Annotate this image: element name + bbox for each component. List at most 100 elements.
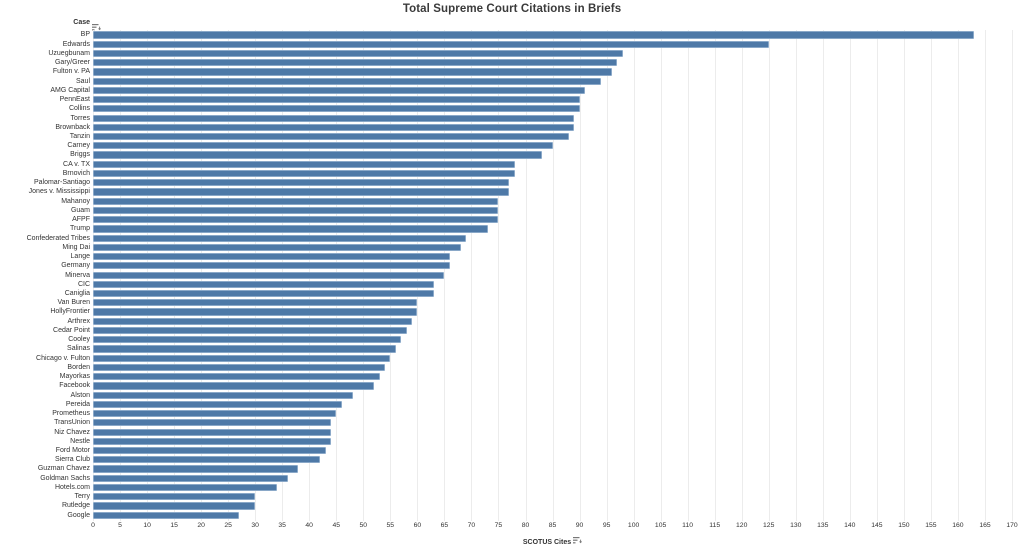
bar[interactable]: [93, 465, 299, 473]
bar[interactable]: [93, 31, 975, 39]
sort-descending-icon[interactable]: [92, 19, 101, 31]
row-label[interactable]: Cooley: [68, 336, 90, 344]
row-label[interactable]: Mahanoy: [61, 197, 90, 205]
row-label[interactable]: Terry: [74, 493, 90, 501]
row-label[interactable]: AMG Capital: [50, 86, 90, 94]
row-label[interactable]: Torres: [70, 114, 90, 122]
bar[interactable]: [93, 511, 239, 519]
bar[interactable]: [93, 253, 450, 261]
bar[interactable]: [93, 493, 256, 501]
row-label[interactable]: Chicago v. Fulton: [36, 354, 90, 362]
bar[interactable]: [93, 160, 515, 168]
row-label[interactable]: BP: [80, 31, 90, 39]
row-label[interactable]: Collins: [68, 105, 90, 113]
row-axis-header[interactable]: Case: [73, 19, 90, 26]
bar[interactable]: [93, 290, 434, 298]
row-label[interactable]: CA v. TX: [63, 160, 90, 168]
bar[interactable]: [93, 382, 375, 390]
row-label[interactable]: Rutledge: [61, 502, 90, 510]
row-label[interactable]: AFPF: [72, 216, 90, 224]
row-label[interactable]: Niz Chavez: [54, 428, 90, 436]
row-label[interactable]: Prometheus: [52, 410, 90, 418]
bar[interactable]: [93, 243, 461, 251]
row-label[interactable]: Sierra Club: [54, 456, 90, 464]
row-label[interactable]: Carney: [67, 142, 90, 150]
bar[interactable]: [93, 179, 510, 187]
bar[interactable]: [93, 326, 407, 335]
bar[interactable]: [93, 59, 618, 67]
bar[interactable]: [93, 114, 575, 122]
bar[interactable]: [93, 142, 553, 150]
row-label[interactable]: Arthrex: [67, 317, 90, 325]
row-label[interactable]: Uzuegbunam: [48, 49, 90, 57]
x-axis-title[interactable]: SCOTUS Cites: [0, 535, 1024, 546]
row-label[interactable]: Borden: [67, 363, 90, 371]
row-label[interactable]: Guzman Chavez: [37, 465, 90, 473]
bar[interactable]: [93, 317, 412, 325]
bar[interactable]: [93, 354, 391, 362]
row-label[interactable]: Caniglia: [64, 289, 90, 297]
row-label[interactable]: Pereida: [65, 400, 90, 408]
row-label[interactable]: Mayorkas: [59, 373, 90, 381]
row-label[interactable]: Ming Dai: [62, 243, 90, 251]
row-label[interactable]: Alston: [70, 391, 90, 399]
bar[interactable]: [93, 474, 288, 482]
row-label[interactable]: Gary/Greer: [54, 59, 90, 67]
bar[interactable]: [93, 86, 585, 95]
row-label[interactable]: Cedar Point: [53, 326, 90, 334]
bar[interactable]: [93, 40, 769, 48]
bar[interactable]: [93, 345, 396, 353]
bar[interactable]: [93, 502, 256, 510]
row-label[interactable]: Guam: [70, 206, 90, 214]
bar[interactable]: [93, 133, 569, 141]
bar[interactable]: [93, 299, 418, 307]
row-label[interactable]: CIC: [77, 280, 90, 288]
row-label[interactable]: Edwards: [62, 40, 90, 48]
bar[interactable]: [93, 216, 499, 224]
bar[interactable]: [93, 234, 466, 242]
bar[interactable]: [93, 225, 488, 233]
bar[interactable]: [93, 169, 515, 178]
row-label[interactable]: Nestle: [70, 437, 90, 445]
bar[interactable]: [93, 151, 542, 159]
row-label[interactable]: Brownback: [55, 123, 90, 131]
row-label[interactable]: Salinas: [67, 345, 90, 353]
row-label[interactable]: Brnovich: [62, 169, 90, 177]
bar[interactable]: [93, 363, 385, 372]
bar[interactable]: [93, 77, 602, 85]
row-label[interactable]: Jones v. Mississippi: [28, 188, 90, 196]
row-label[interactable]: Hotels.com: [54, 483, 90, 491]
row-label[interactable]: Confederated Tribes: [26, 234, 90, 242]
row-label[interactable]: Minerva: [65, 271, 90, 279]
bar[interactable]: [93, 456, 320, 464]
bar[interactable]: [93, 280, 434, 288]
row-label[interactable]: Google: [67, 511, 90, 519]
sort-descending-icon[interactable]: [573, 536, 583, 545]
bar[interactable]: [93, 271, 445, 279]
row-label[interactable]: Briggs: [70, 151, 90, 159]
row-label[interactable]: TransUnion: [54, 419, 90, 427]
bar[interactable]: [93, 419, 331, 427]
row-label[interactable]: Lange: [70, 253, 90, 261]
row-label[interactable]: Ford Motor: [55, 446, 90, 454]
bar[interactable]: [93, 197, 499, 205]
row-label[interactable]: Tanzin: [69, 132, 90, 140]
bar[interactable]: [93, 308, 418, 316]
x-axis-title-label[interactable]: SCOTUS Cites: [522, 539, 572, 546]
bar[interactable]: [93, 123, 575, 131]
row-label[interactable]: PennEast: [59, 96, 90, 104]
bar[interactable]: [93, 391, 353, 399]
bar[interactable]: [93, 96, 580, 104]
row-label[interactable]: Facebook: [59, 382, 90, 390]
bar[interactable]: [93, 68, 612, 76]
bar[interactable]: [93, 188, 510, 196]
bar[interactable]: [93, 373, 380, 381]
bar[interactable]: [93, 336, 402, 344]
row-label[interactable]: HollyFrontier: [50, 308, 90, 316]
bar[interactable]: [93, 105, 580, 113]
bar[interactable]: [93, 446, 326, 455]
row-label[interactable]: Van Buren: [57, 299, 90, 307]
bar[interactable]: [93, 410, 337, 418]
row-label[interactable]: Goldman Sachs: [40, 474, 90, 482]
bar[interactable]: [93, 206, 499, 215]
